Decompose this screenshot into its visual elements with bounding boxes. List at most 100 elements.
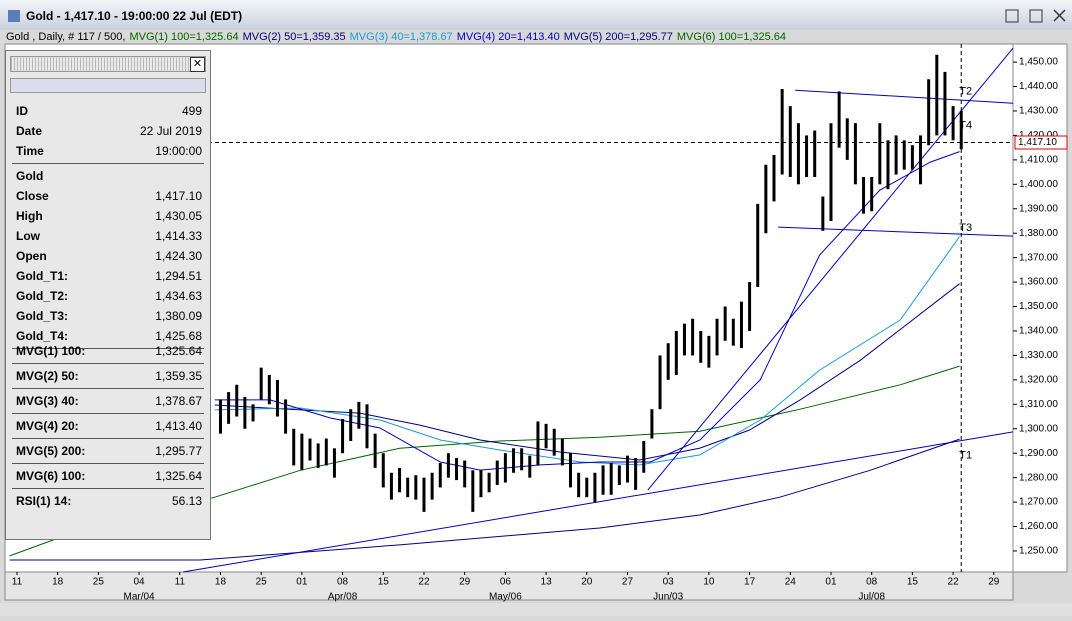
data-panel: ✕ ID 499 Date 22 Jul 2019 Time 19:00:00 Gold Cl… <box>5 50 211 540</box>
y-tick-label: 1,450.00 <box>1019 57 1058 68</box>
trend-label: T4 <box>959 120 972 132</box>
panel-row: Close 1,417.10 <box>16 187 202 205</box>
panel-close[interactable]: ✕ <box>190 57 205 72</box>
row-label: MVG(4) 20: <box>16 419 79 433</box>
row-value: 1,295.77 <box>155 444 202 458</box>
price-axis <box>1012 43 1068 573</box>
separator <box>12 363 204 364</box>
row-value: 56.13 <box>171 494 202 508</box>
row-value: 1,430.05 <box>155 209 202 223</box>
x-tick-label: 17 <box>744 577 756 588</box>
month-label: May/06 <box>489 592 522 603</box>
legend-item: MVG(2) 50=1,359.35 <box>243 31 346 43</box>
y-tick-label: 1,250.00 <box>1019 546 1058 557</box>
y-tick-label: 1,430.00 <box>1019 106 1058 117</box>
y-tick-label: 1,280.00 <box>1019 472 1058 483</box>
panel-row: RSI(1) 14: 56.13 <box>16 492 202 510</box>
y-tick-label: 1,400.00 <box>1019 179 1058 190</box>
row-value: 1,414.33 <box>155 229 202 243</box>
panel-row: Gold_T1: 1,294.51 <box>16 267 202 285</box>
legend-item: MVG(1) 100=1,325.64 <box>129 31 238 43</box>
row-value: 1,380.09 <box>155 309 202 323</box>
x-tick-label: 25 <box>256 577 268 588</box>
month-label: Jun/03 <box>653 592 683 603</box>
x-tick-label: 15 <box>378 577 390 588</box>
x-tick-label: 11 <box>175 577 186 588</box>
row-label: Open <box>16 249 47 263</box>
trend-label: T2 <box>959 85 972 97</box>
x-tick-label: 29 <box>459 577 471 588</box>
row-label: MVG(1) 100: <box>16 344 86 358</box>
legend-text: Gold , Daily, # 117 / 500, MVG(1) 100=1,3… <box>6 31 786 43</box>
row-label: Low <box>16 229 40 243</box>
trend-line <box>795 89 1014 104</box>
y-tick-label: 1,340.00 <box>1019 326 1058 337</box>
x-tick-label: 22 <box>418 577 430 588</box>
trend-line <box>778 226 1014 237</box>
separator <box>12 463 204 464</box>
row-value: 499 <box>181 104 202 118</box>
panel-row: Low 1,414.33 <box>16 227 202 245</box>
panel-row: Open 1,424.30 <box>16 247 202 265</box>
row-value: 1,378.67 <box>155 394 202 408</box>
panel-row: MVG(5) 200: 1,295.77 <box>16 442 202 460</box>
x-tick-label: 10 <box>703 577 715 588</box>
x-tick-label: 20 <box>581 577 593 588</box>
row-label: MVG(6) 100: <box>16 469 86 483</box>
row-value: 1,434.63 <box>155 289 202 303</box>
panel-scrollbar[interactable] <box>10 78 206 93</box>
panel-row: Gold_T2: 1,434.63 <box>16 287 202 305</box>
separator <box>12 348 204 349</box>
last-price-label: 1,417.10 <box>1018 137 1057 148</box>
panel-header <box>10 56 206 72</box>
panel-row: MVG(6) 100: 1,325.64 <box>16 467 202 485</box>
month-label: Jul/08 <box>858 592 885 603</box>
trend-line <box>182 431 1014 573</box>
y-tick-label: 1,360.00 <box>1019 277 1058 288</box>
time-axis <box>4 571 1014 601</box>
row-label: MVG(5) 200: <box>16 444 86 458</box>
y-tick-label: 1,270.00 <box>1019 497 1058 508</box>
legend-item: MVG(5) 200=1,295.77 <box>564 31 673 43</box>
panel-row: Time 19:00:00 <box>16 142 202 160</box>
y-tick-label: 1,370.00 <box>1019 252 1058 263</box>
x-tick-label: 29 <box>988 577 1000 588</box>
x-tick-label: 27 <box>622 577 634 588</box>
row-value: 1,325.64 <box>155 344 202 358</box>
row-value: 22 Jul 2019 <box>139 124 202 138</box>
panel-row: Gold_T4: 1,425.68 <box>16 327 202 345</box>
row-value: 1,294.51 <box>155 269 202 283</box>
panel-row: Date 22 Jul 2019 <box>16 122 202 140</box>
row-label: Date <box>16 124 43 138</box>
x-tick-label: 13 <box>541 577 553 588</box>
last-price-box <box>1014 135 1068 150</box>
separator <box>12 438 204 439</box>
x-tick-label: 22 <box>948 577 960 588</box>
y-tick-label: 1,380.00 <box>1019 228 1058 239</box>
x-tick-label: 15 <box>907 577 919 588</box>
row-value: 19:00:00 <box>155 144 202 158</box>
row-label: RSI(1) 14: <box>16 494 72 508</box>
y-tick-label: 1,320.00 <box>1019 375 1058 386</box>
row-value: 1,425.68 <box>155 329 202 343</box>
legend-item: MVG(4) 20=1,413.40 <box>457 31 560 43</box>
panel-row: MVG(2) 50: 1,359.35 <box>16 367 202 385</box>
trend-label: T1 <box>959 450 972 462</box>
x-tick-label: 11 <box>12 577 23 588</box>
legend-item: MVG(6) 100=1,325.64 <box>677 31 786 43</box>
y-tick-label: 1,440.00 <box>1019 81 1058 92</box>
x-tick-label: 01 <box>825 577 837 588</box>
month-label: Mar/04 <box>124 592 156 603</box>
separator <box>12 488 204 489</box>
y-tick-label: 1,300.00 <box>1019 423 1058 434</box>
window-controls[interactable] <box>1005 9 1066 23</box>
window-icon <box>8 10 20 22</box>
separator <box>12 388 204 389</box>
row-value: 1,417.10 <box>155 189 202 203</box>
x-tick-label: 04 <box>134 577 146 588</box>
row-label: MVG(2) 50: <box>16 369 79 383</box>
x-tick-label: 25 <box>93 577 105 588</box>
y-tick-label: 1,410.00 <box>1019 155 1058 166</box>
row-label: Close <box>16 189 49 203</box>
